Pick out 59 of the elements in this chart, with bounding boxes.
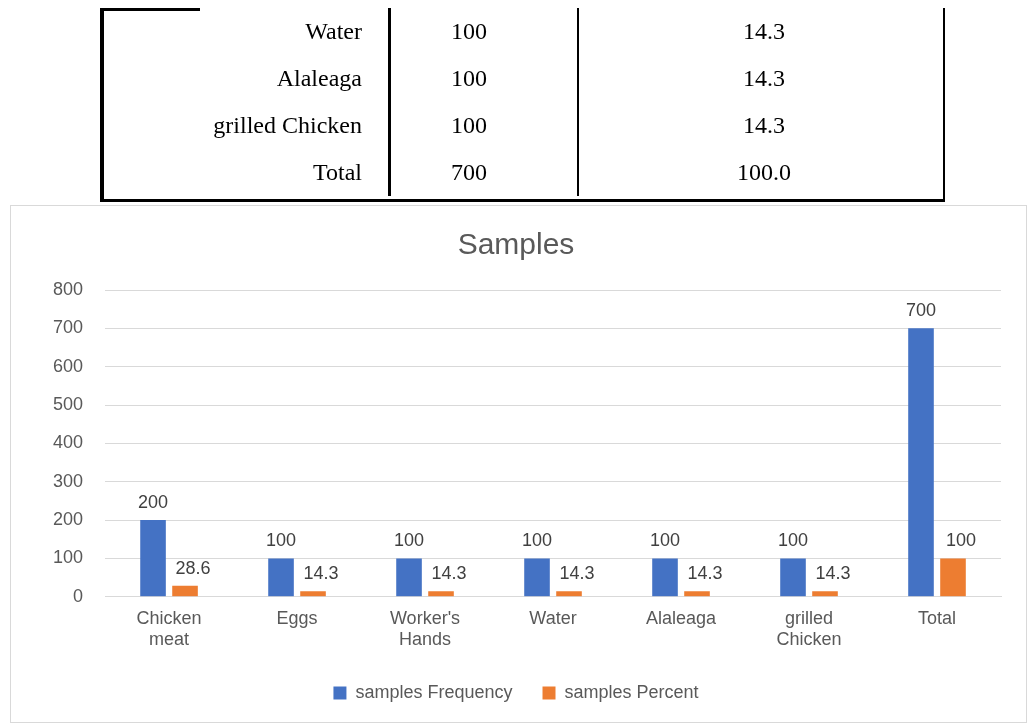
x-tick-label: Water — [529, 607, 577, 628]
x-tick-label: grilled Chicken — [776, 607, 842, 650]
x-tick-label: Eggs — [276, 607, 318, 628]
bar — [812, 591, 838, 597]
x-tick-label: Chicken meat — [136, 607, 202, 650]
x-tick-label: Total — [917, 607, 957, 628]
bar — [172, 585, 198, 597]
bar — [684, 591, 710, 597]
data-label: 14.3 — [303, 563, 339, 584]
text: Alaleaga — [104, 55, 391, 102]
text: 100.0 — [736, 158, 792, 187]
bar — [428, 591, 454, 597]
text: Water — [104, 8, 391, 55]
y-tick-label: 700 — [52, 317, 84, 338]
y-tick-label: 400 — [52, 432, 84, 453]
bar — [908, 328, 934, 597]
data-label: 14.3 — [431, 563, 467, 584]
bar — [396, 558, 422, 597]
bar — [652, 558, 678, 597]
y-tick-label: 200 — [52, 509, 84, 530]
data-label: 28.6 — [175, 557, 211, 578]
text: 100 — [391, 8, 579, 55]
data-label: 100 — [945, 530, 977, 551]
legend-label: samples Percent — [564, 681, 699, 702]
text: 14.3 — [742, 17, 786, 46]
data-label: 700 — [905, 300, 937, 321]
data-label: 100 — [521, 530, 553, 551]
data-label: 100 — [777, 530, 809, 551]
data-label: 14.3 — [687, 563, 723, 584]
data-label: 200 — [138, 492, 169, 513]
x-tick-label: Worker's Hands — [389, 607, 461, 650]
y-tick-label: 0 — [73, 585, 84, 606]
text: grilled Chicken — [104, 102, 391, 149]
bar — [140, 520, 166, 597]
data-label: 100 — [266, 530, 297, 551]
text: 100 — [391, 102, 579, 149]
bar — [268, 558, 294, 597]
data-label: 100 — [649, 530, 681, 551]
y-tick-label: 300 — [52, 470, 84, 491]
data-label: 14.3 — [815, 563, 851, 584]
data-label: 100 — [394, 530, 425, 551]
bar — [556, 591, 582, 597]
bar — [524, 558, 550, 597]
bar — [300, 591, 326, 597]
data-label: 14.3 — [559, 563, 595, 584]
x-tick-label: Alaleaga — [645, 607, 718, 628]
text: 14.3 — [742, 111, 786, 140]
text: 14.3 — [742, 64, 786, 93]
chart-title: Samples — [457, 227, 575, 261]
bar — [780, 558, 806, 597]
legend-label: samples Frequency — [355, 681, 513, 702]
y-tick-label: 600 — [52, 355, 84, 376]
y-tick-label: 800 — [52, 278, 84, 299]
text: 100 — [391, 55, 579, 102]
y-tick-label: 500 — [52, 394, 84, 415]
bar — [940, 558, 966, 597]
y-tick-label: 100 — [52, 547, 84, 568]
text: Total — [104, 149, 391, 196]
text: 700 — [391, 149, 579, 196]
